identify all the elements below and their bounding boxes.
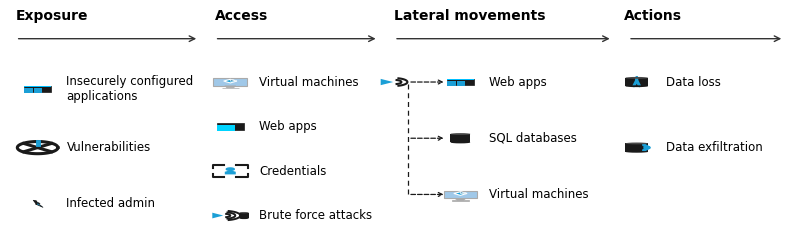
Polygon shape bbox=[226, 168, 234, 170]
Bar bbox=[451, 134, 470, 142]
Text: SQL databases: SQL databases bbox=[490, 132, 577, 145]
Polygon shape bbox=[230, 79, 237, 81]
Bar bbox=[33, 91, 42, 93]
Ellipse shape bbox=[626, 85, 648, 87]
Text: Infected admin: Infected admin bbox=[66, 197, 155, 210]
Ellipse shape bbox=[451, 133, 470, 135]
Polygon shape bbox=[224, 171, 236, 174]
Bar bbox=[24, 86, 51, 87]
Polygon shape bbox=[224, 79, 237, 83]
Ellipse shape bbox=[451, 141, 470, 143]
Bar bbox=[217, 125, 225, 128]
Bar bbox=[457, 84, 465, 86]
Polygon shape bbox=[224, 86, 236, 88]
Bar bbox=[217, 128, 225, 131]
Text: Virtual machines: Virtual machines bbox=[259, 76, 359, 88]
Text: Exposure: Exposure bbox=[16, 9, 88, 23]
Bar bbox=[213, 78, 247, 86]
Text: Access: Access bbox=[215, 9, 268, 23]
Bar bbox=[626, 78, 648, 86]
Bar bbox=[227, 128, 235, 131]
Bar bbox=[443, 191, 478, 198]
Bar bbox=[217, 123, 244, 130]
Text: Virtual machines: Virtual machines bbox=[490, 188, 589, 201]
Bar bbox=[447, 81, 456, 84]
Polygon shape bbox=[454, 192, 467, 195]
Text: Vulnerabilities: Vulnerabilities bbox=[66, 141, 150, 154]
Text: Web apps: Web apps bbox=[490, 76, 547, 88]
Ellipse shape bbox=[626, 151, 648, 153]
Polygon shape bbox=[460, 192, 467, 194]
Polygon shape bbox=[213, 213, 224, 218]
Bar bbox=[24, 86, 51, 92]
Bar bbox=[25, 88, 33, 91]
Bar bbox=[25, 91, 33, 93]
Polygon shape bbox=[455, 198, 466, 200]
Text: Brute force attacks: Brute force attacks bbox=[259, 209, 373, 222]
Text: Data loss: Data loss bbox=[665, 76, 720, 88]
Bar bbox=[451, 200, 469, 201]
Text: Data exfiltration: Data exfiltration bbox=[665, 141, 763, 154]
Text: Credentials: Credentials bbox=[259, 164, 326, 178]
Polygon shape bbox=[33, 200, 43, 207]
Bar bbox=[33, 88, 42, 91]
Polygon shape bbox=[380, 79, 393, 85]
Bar bbox=[447, 79, 474, 80]
Text: Insecurely configured
applications: Insecurely configured applications bbox=[66, 75, 193, 103]
Ellipse shape bbox=[626, 77, 648, 79]
Bar bbox=[626, 143, 648, 152]
Bar bbox=[447, 79, 474, 85]
Bar bbox=[240, 213, 249, 218]
Ellipse shape bbox=[240, 218, 249, 219]
Ellipse shape bbox=[240, 212, 249, 213]
Ellipse shape bbox=[626, 142, 648, 144]
Polygon shape bbox=[33, 200, 38, 204]
Text: Web apps: Web apps bbox=[259, 120, 317, 133]
Bar bbox=[457, 81, 465, 84]
Bar bbox=[447, 84, 456, 86]
Text: Lateral movements: Lateral movements bbox=[394, 9, 545, 23]
Bar bbox=[227, 125, 235, 128]
Text: Actions: Actions bbox=[624, 9, 682, 23]
